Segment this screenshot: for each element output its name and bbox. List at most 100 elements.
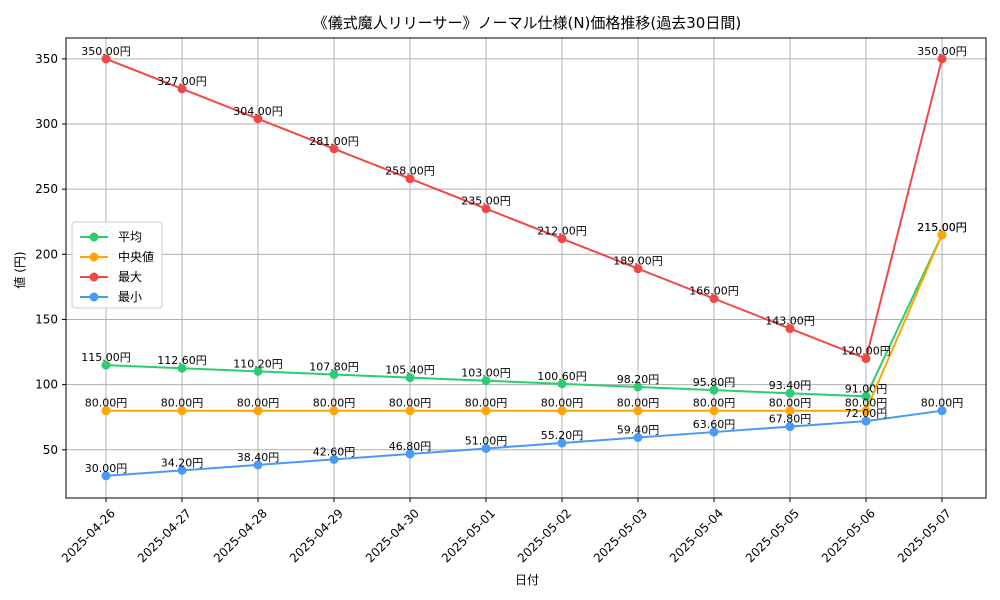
data-point <box>177 363 187 373</box>
data-label: 38.40円 <box>237 451 280 464</box>
data-label: 59.40円 <box>617 424 660 437</box>
data-point <box>177 465 187 475</box>
data-point <box>633 382 643 392</box>
data-label: 72.00円 <box>845 407 888 420</box>
x-tick-label: 2025-05-02 <box>515 506 574 565</box>
data-point <box>329 369 339 379</box>
data-label: 281.00円 <box>309 135 359 148</box>
legend-swatch-marker <box>89 232 99 242</box>
data-point <box>557 234 567 244</box>
data-point <box>253 114 263 124</box>
data-point <box>405 449 415 459</box>
data-point <box>101 406 111 416</box>
data-label: 304.00円 <box>233 105 283 118</box>
y-tick-label: 350 <box>35 52 58 66</box>
x-tick-label: 2025-05-07 <box>895 506 954 565</box>
data-point <box>253 460 263 470</box>
chart-title: 《儀式魔人リリーサー》ノーマル仕様(N)価格推移(過去30日間) <box>313 14 741 32</box>
data-label: 67.80円 <box>769 413 812 426</box>
x-tick-label: 2025-05-01 <box>439 506 498 565</box>
y-tick-label: 150 <box>35 312 58 326</box>
data-point <box>329 144 339 154</box>
series-2: 80.00円 80.00円 80.00円 80.00円 80.00円 80.00円 80.0… <box>85 221 967 416</box>
data-label: 80.00円 <box>161 397 204 410</box>
x-tick-label: 2025-05-04 <box>667 506 726 565</box>
data-point <box>709 385 719 395</box>
data-point <box>785 324 795 334</box>
x-tick-label: 2025-05-06 <box>819 506 878 565</box>
data-label: 80.00円 <box>389 397 432 410</box>
data-point <box>481 204 491 214</box>
data-point <box>861 391 871 401</box>
data-point <box>253 366 263 376</box>
data-point <box>101 54 111 64</box>
data-label: 51.00円 <box>465 434 508 447</box>
data-point <box>709 427 719 437</box>
y-tick-label: 300 <box>35 117 58 131</box>
data-label: 112.60円 <box>157 354 207 367</box>
y-tick-label: 100 <box>35 378 58 392</box>
data-label: 215.00円 <box>917 221 967 234</box>
data-label: 350.00円 <box>81 45 131 58</box>
data-label: 80.00円 <box>845 397 888 410</box>
data-label: 215.00円 <box>917 221 967 234</box>
x-tick-label: 2025-04-27 <box>135 506 194 565</box>
data-point <box>253 406 263 416</box>
data-point <box>101 471 111 481</box>
data-point <box>937 54 947 64</box>
data-point <box>937 406 947 416</box>
data-point <box>481 443 491 453</box>
data-label: 55.20円 <box>541 429 584 442</box>
data-point <box>177 406 187 416</box>
data-point <box>633 433 643 443</box>
data-label: 80.00円 <box>85 397 128 410</box>
data-label: 107.80円 <box>309 360 359 373</box>
series-line <box>105 57 943 360</box>
data-label: 34.20円 <box>161 456 204 469</box>
data-point <box>861 416 871 426</box>
data-point <box>785 388 795 398</box>
data-label: 166.00円 <box>689 285 739 298</box>
y-axis-title: 値 (円) <box>12 251 27 288</box>
x-tick-label: 2025-05-03 <box>591 506 650 565</box>
data-point <box>329 454 339 464</box>
data-point <box>557 406 567 416</box>
data-label: 110.20円 <box>233 357 283 370</box>
data-label: 30.00円 <box>85 462 128 475</box>
data-point <box>557 379 567 389</box>
data-label: 350.00円 <box>917 45 967 58</box>
data-label: 212.00円 <box>537 225 587 238</box>
data-label: 105.40円 <box>385 364 435 377</box>
data-label: 80.00円 <box>769 397 812 410</box>
legend-swatch-marker <box>89 292 99 302</box>
data-label: 189.00円 <box>613 255 663 268</box>
data-point <box>405 373 415 383</box>
legend-swatch-marker <box>89 272 99 282</box>
data-label: 120.00円 <box>841 345 891 358</box>
data-label: 63.60円 <box>693 418 736 431</box>
data-label: 143.00円 <box>765 315 815 328</box>
x-tick-label: 2025-05-05 <box>743 506 802 565</box>
y-tick-label: 50 <box>43 443 58 457</box>
data-label: 46.80円 <box>389 440 432 453</box>
series-1: 115.00円 112.60円 110.20円 107.80円 105.40円 103.0… <box>81 221 967 401</box>
data-label: 93.40円 <box>769 379 812 392</box>
data-point <box>101 360 111 370</box>
data-label: 80.00円 <box>693 397 736 410</box>
data-label: 80.00円 <box>465 397 508 410</box>
data-point <box>861 406 871 416</box>
data-label: 327.00円 <box>157 75 207 88</box>
series-line <box>105 409 943 477</box>
data-point <box>177 84 187 94</box>
data-label: 95.80円 <box>693 376 736 389</box>
data-label: 80.00円 <box>617 397 660 410</box>
data-point <box>785 422 795 432</box>
series-3: 350.00円 327.00円 304.00円 281.00円 258.00円 235.0… <box>81 45 967 364</box>
x-axis-title: 日付 <box>515 573 539 587</box>
data-label: 100.60円 <box>537 370 587 383</box>
data-label: 80.00円 <box>541 397 584 410</box>
data-point <box>557 438 567 448</box>
series-4: 30.00円 34.20円 38.40円 42.60円 46.80円 51.00円 55.2… <box>85 397 963 481</box>
